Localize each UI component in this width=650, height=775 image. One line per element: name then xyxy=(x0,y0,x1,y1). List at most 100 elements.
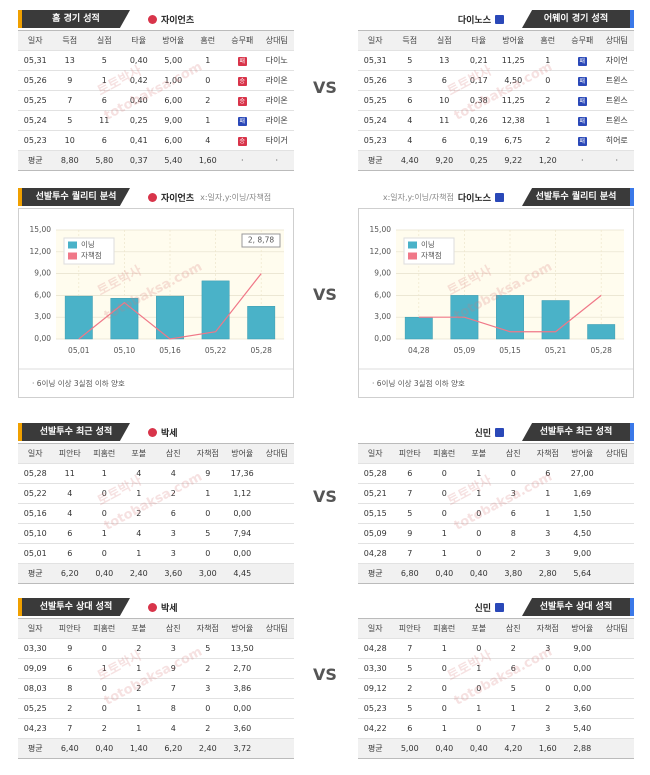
empty-cell xyxy=(599,503,634,524)
average-cell: 9,20 xyxy=(427,150,462,171)
table-cell: 0 xyxy=(87,483,122,504)
result-cell: 패 xyxy=(565,130,600,151)
table-cell: 0 xyxy=(461,678,496,699)
header-tab: 선발투수 최근 성적 xyxy=(18,423,130,441)
table-row: 05,23 5 0 1 1 2 3,60 xyxy=(358,698,634,719)
chart-note: · 6이닝 이상 3실점 이하 양호 xyxy=(32,378,125,388)
bar xyxy=(64,295,93,340)
average-cell: 3,00 xyxy=(190,563,225,584)
table-row: 05,25 7 6 0,40 6,00 2 승 라이온 xyxy=(18,90,294,111)
table-cell: 05,31 xyxy=(358,50,393,71)
table-cell: 2 xyxy=(190,90,225,111)
table-cell: 1 xyxy=(530,503,565,524)
average-row: 평균 6,40 0,40 1,40 6,20 2,40 3,72 xyxy=(18,738,294,759)
average-row: 평균 8,80 5,80 0,37 5,40 1,60 · · xyxy=(18,150,294,171)
table-row: 09,12 2 0 0 5 0 0,00 xyxy=(358,678,634,699)
average-cell: 0,40 xyxy=(461,738,496,759)
table-cell: 1 xyxy=(87,463,122,484)
table-cell: 6 xyxy=(87,90,122,111)
table-cell: 1 xyxy=(427,543,462,564)
empty-cell xyxy=(599,718,634,739)
table-cell: 09,12 xyxy=(358,678,393,699)
header-cell: 홈런 xyxy=(530,30,565,51)
table-cell: 1 xyxy=(190,50,225,71)
table-cell: 5 xyxy=(87,50,122,71)
average-row: 평균 5,00 0,40 0,40 4,20 1,60 2,88 xyxy=(358,738,634,759)
table-cell: 1,12 xyxy=(225,483,260,504)
stats-table: 일자 득점 실점 타율 방어율 홈런 승무패 상대팀 05,31 13 5 0,40 5,00 1 패 다이노… xyxy=(18,30,294,171)
average-cell: 평균 xyxy=(358,738,393,759)
table-cell: 05,21 xyxy=(358,483,393,504)
header-cell: 홈런 xyxy=(190,30,225,51)
bar xyxy=(201,280,230,340)
table-cell: 4 xyxy=(52,483,87,504)
table-cell: 2 xyxy=(190,658,225,679)
result-icon: 패 xyxy=(577,136,587,146)
bar xyxy=(404,316,433,340)
average-cell: · xyxy=(565,150,600,171)
average-cell: 8,80 xyxy=(52,150,87,171)
empty-cell xyxy=(259,483,294,504)
table-cell: 2 xyxy=(530,698,565,719)
table-cell: 05,25 xyxy=(18,90,53,111)
quality-chart: 0,00 3,00 6,00 9,00 12,00 15,00 04,28 05,09 05,1… xyxy=(358,208,634,398)
result-icon: 패 xyxy=(237,56,247,66)
header-cell: 일자 xyxy=(358,618,393,639)
bar xyxy=(587,324,616,340)
average-cell: 6,20 xyxy=(156,738,191,759)
result-cell: 승 xyxy=(225,90,260,111)
table-cell: 27,00 xyxy=(565,463,600,484)
table-cell: 11,25 xyxy=(496,50,531,71)
table-cell: 0 xyxy=(427,503,462,524)
x-tick-label: 05,28 xyxy=(590,346,612,355)
table-cell: 7 xyxy=(496,718,531,739)
table-header-row: 일자 득점 실점 타율 방어율 홈런 승무패 상대팀 xyxy=(358,30,634,51)
empty-cell xyxy=(599,738,634,759)
empty-cell xyxy=(259,463,294,484)
table-cell: 04,28 xyxy=(358,543,393,564)
table-cell: 09,09 xyxy=(18,658,53,679)
average-cell: 9,22 xyxy=(496,150,531,171)
table-cell: 6 xyxy=(52,543,87,564)
table-cell: 0 xyxy=(87,698,122,719)
empty-cell xyxy=(259,658,294,679)
result-cell: 패 xyxy=(225,110,260,131)
table-cell: 0 xyxy=(190,543,225,564)
table-cell: 05,24 xyxy=(358,110,393,131)
table-cell: 11 xyxy=(52,463,87,484)
table-cell: 6 xyxy=(156,503,191,524)
table-cell: 2 xyxy=(121,638,156,659)
table-row: 05,15 5 0 0 6 1 1,50 xyxy=(358,503,634,524)
empty-cell xyxy=(259,563,294,584)
table-cell: 5 xyxy=(392,658,427,679)
table-cell: 6 xyxy=(392,90,427,111)
table-cell: 7 xyxy=(156,678,191,699)
empty-cell xyxy=(599,463,634,484)
result-cell: 패 xyxy=(565,50,600,71)
table-cell: 3 xyxy=(190,678,225,699)
table-cell: 6,75 xyxy=(496,130,531,151)
average-cell: 0,40 xyxy=(87,738,122,759)
table-cell: 0,21 xyxy=(461,50,496,71)
section-header: x:일자,y:이닝/자책점 다이노스 선발투수 퀄리티 분석 xyxy=(358,188,634,206)
table-cell: 10 xyxy=(427,90,462,111)
table-cell: 1,00 xyxy=(156,70,191,91)
team-name: 박세 xyxy=(161,428,178,439)
average-row: 평균 4,40 9,20 0,25 9,22 1,20 · · xyxy=(358,150,634,171)
table-cell: 다이노 xyxy=(259,50,294,71)
table-cell: 2 xyxy=(530,90,565,111)
table-row: 05,09 9 1 0 8 3 4,50 xyxy=(358,523,634,544)
header-cell: 삼진 xyxy=(496,443,531,464)
section-header: 선발투수 퀄리티 분석 자이언츠 x:일자,y:이닝/자책점 xyxy=(18,188,294,206)
table-row: 05,24 4 11 0,26 12,38 1 패 트윈스 xyxy=(358,110,634,131)
header-cell: 자책점 xyxy=(530,443,565,464)
empty-cell xyxy=(259,698,294,719)
stats-table: 일자 득점 실점 타율 방어율 홈런 승무패 상대팀 05,31 5 13 0,21 11,25 1 패 자이… xyxy=(358,30,634,171)
table-cell: 자이언 xyxy=(599,50,634,71)
table-cell: 5 xyxy=(52,110,87,131)
empty-cell xyxy=(599,523,634,544)
table-cell: 0 xyxy=(530,658,565,679)
table-cell: 0 xyxy=(427,658,462,679)
table-cell: 05,09 xyxy=(358,523,393,544)
